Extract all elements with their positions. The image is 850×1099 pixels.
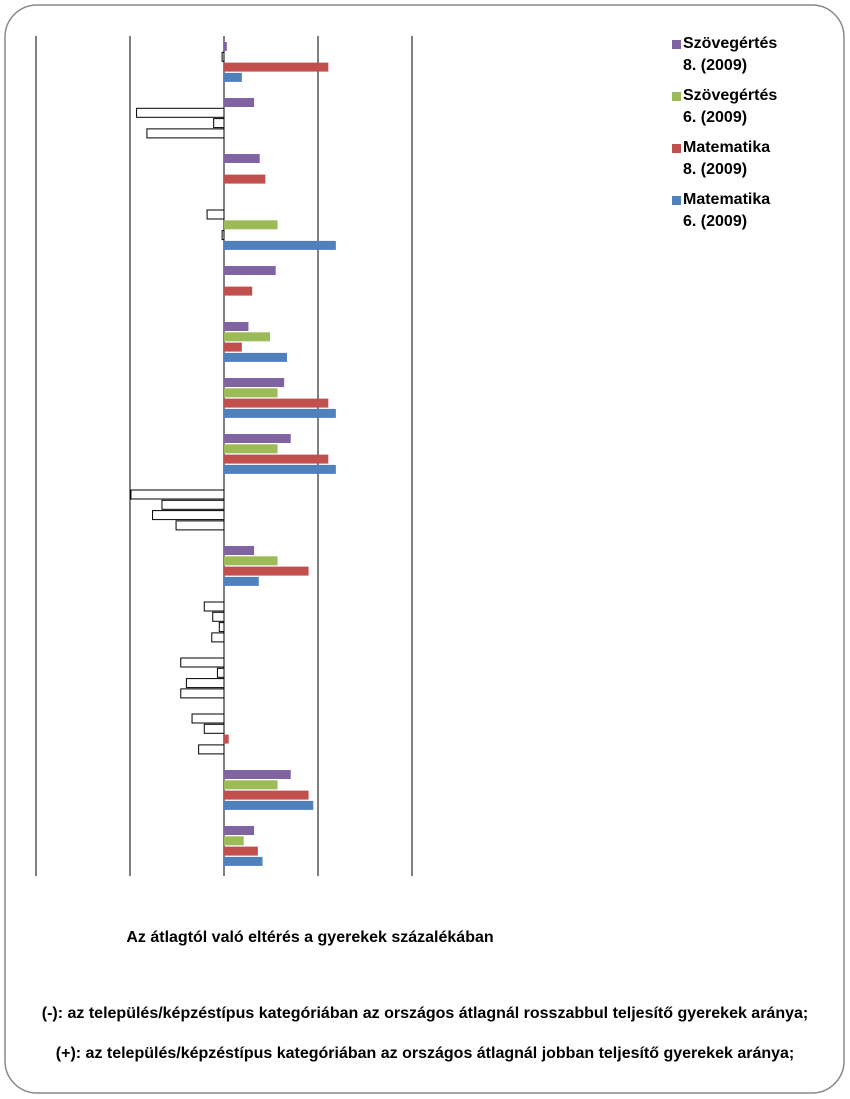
bar — [224, 342, 242, 352]
bar — [224, 556, 278, 566]
bar — [224, 444, 278, 454]
bar — [213, 118, 225, 129]
bar — [224, 42, 227, 51]
bar — [224, 856, 263, 866]
bar — [185, 678, 225, 689]
bar — [224, 352, 287, 362]
legend-swatch — [672, 92, 681, 101]
bar — [224, 800, 314, 810]
bar — [224, 734, 229, 744]
legend-label: Szövegértés 6. (2009) — [683, 87, 778, 126]
bar — [224, 826, 255, 835]
bar — [224, 62, 329, 72]
bar — [224, 286, 253, 296]
bar — [146, 128, 225, 139]
bar — [180, 688, 225, 699]
legend-swatch — [672, 144, 681, 153]
bar — [224, 322, 249, 331]
bar — [224, 154, 260, 163]
bar — [224, 770, 291, 779]
note: (-): az település/képzéstípus kategóriáb… — [41, 1005, 809, 1022]
bar — [136, 107, 225, 118]
bar — [221, 51, 225, 62]
bar — [180, 657, 225, 668]
bar — [224, 174, 266, 184]
bar — [224, 332, 271, 342]
bar — [224, 836, 244, 846]
bar — [211, 632, 225, 643]
bar — [152, 510, 225, 521]
bar — [206, 209, 225, 220]
legend-swatch — [672, 40, 681, 49]
bar — [224, 846, 258, 856]
frame — [4, 4, 845, 1094]
bar — [224, 240, 336, 250]
bar — [203, 723, 225, 734]
bar — [216, 667, 225, 678]
legend-label: Szövegértés 8. (2009) — [683, 35, 778, 74]
bar — [130, 489, 225, 500]
legend-swatch — [672, 196, 681, 205]
bar — [224, 576, 259, 586]
bar — [191, 713, 225, 724]
bar — [224, 72, 242, 82]
axis-label: Az átlagtól való eltérés a gyerekek száz… — [126, 929, 494, 946]
bar — [198, 744, 225, 755]
bar — [175, 520, 225, 531]
bar — [224, 388, 278, 398]
legend-label: Matematika 6. (2009) — [683, 191, 771, 230]
bar — [224, 266, 276, 275]
bar — [212, 611, 225, 622]
legend-label: Matematika 8. (2009) — [683, 139, 771, 178]
bar — [224, 780, 278, 790]
bar — [224, 378, 285, 387]
bar — [224, 434, 291, 443]
bar — [224, 546, 255, 555]
bar — [224, 454, 329, 464]
bar — [224, 464, 336, 474]
bar — [224, 220, 278, 230]
bar — [218, 622, 225, 633]
bar — [224, 566, 309, 576]
bar — [221, 230, 225, 241]
bar — [203, 601, 225, 612]
bar — [224, 398, 329, 408]
bar — [224, 790, 309, 800]
bar — [161, 499, 225, 510]
bar — [224, 408, 336, 418]
note: (+): az település/képzéstípus kategóriáb… — [55, 1045, 795, 1062]
bar — [224, 98, 255, 107]
